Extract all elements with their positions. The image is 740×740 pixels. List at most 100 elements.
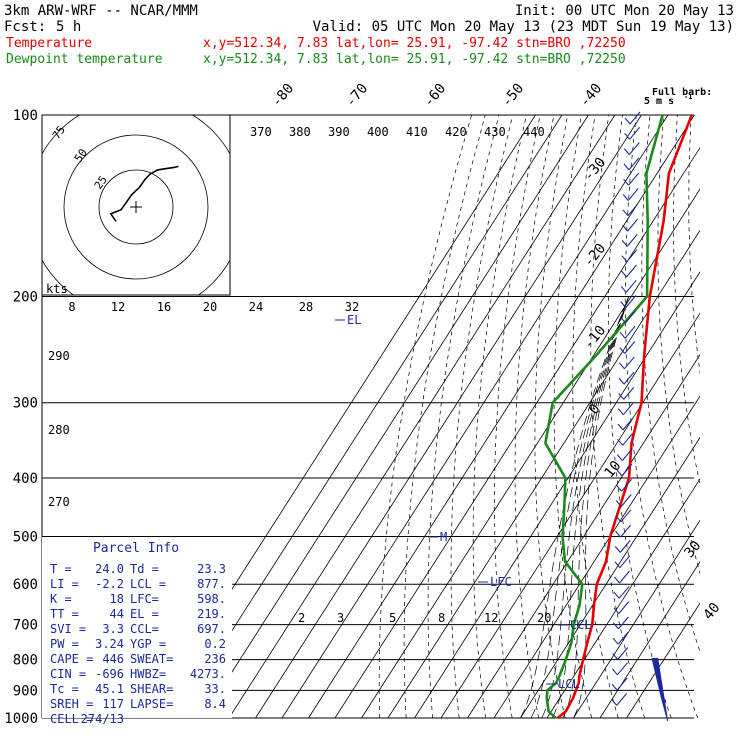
wind-barb-flag [614, 576, 620, 584]
parcel-value: 44 [110, 607, 124, 621]
parcel-value: 697. [197, 622, 226, 636]
wind-barb-staff [623, 387, 635, 400]
wind-barb-flag [615, 530, 621, 538]
parcel-key: SHEAR= [130, 682, 173, 696]
parcel-info: Parcel Info T = 24.0 Td = 23.3 LI = -2.2 LCL = 8… [42, 537, 232, 726]
parcel-value: 236 [204, 652, 226, 666]
wind-barb-flag [611, 683, 618, 691]
dry-adiabat [673, 115, 700, 487]
parcel-value: 3.3 [102, 622, 124, 636]
wind-barb-staff [626, 264, 637, 278]
parcel-key: CIN = [50, 667, 86, 681]
parcel-value: 117 [102, 697, 124, 711]
pressure-label: 600 [13, 577, 38, 593]
hodograph-ring-label: 25 [92, 173, 110, 191]
pressure-label: 900 [13, 683, 38, 699]
parcel-key: Td = [130, 562, 159, 576]
level-annotation: EL [347, 313, 361, 327]
parcel-key: CELL = [50, 712, 93, 726]
dry-adiabat [534, 115, 568, 718]
isotherm-line [414, 271, 700, 718]
wind-barb-flag [613, 591, 620, 599]
dry-adiabat [657, 115, 700, 575]
moist-adiabat [573, 296, 629, 718]
parcel-value: 3.24 [95, 637, 124, 651]
isotherm-line [334, 146, 700, 718]
theta-label: 400 [367, 125, 389, 139]
wind-barb-flag [620, 316, 626, 324]
parcel-value: -696 [95, 667, 124, 681]
wind-barb-staff [628, 142, 640, 155]
wind-barb-flag [617, 438, 624, 446]
wind-barb-flag [617, 423, 624, 431]
wind-barb-flag [623, 163, 630, 171]
wind-barb-flag [615, 500, 622, 507]
isotherm-line [281, 115, 669, 718]
parcel-value: 446 [102, 652, 124, 666]
pressure-label: 200 [13, 290, 38, 306]
wind-barb-flag [613, 622, 619, 630]
wind-barb-staff [619, 570, 630, 584]
parcel-key: HWBZ= [130, 667, 166, 681]
wind-barb-staff [622, 417, 634, 431]
wind-barb-staff [619, 555, 631, 569]
speed-label: 24 [249, 300, 263, 314]
hodograph-trace [109, 165, 179, 222]
wind-barb-flag [620, 301, 627, 308]
wind-barb-staff [626, 249, 638, 263]
theta-label: 380 [289, 125, 311, 139]
wind-barb-flag [616, 484, 623, 492]
wind-barb-flag [618, 393, 625, 400]
wind-barb-flag [618, 362, 625, 370]
pressure-label: 400 [13, 471, 38, 487]
parcel-value: -2.2 [95, 577, 124, 591]
wind-barb-flag [611, 699, 618, 706]
theta-left-label: 290 [48, 349, 70, 363]
init-time: Init: 00 UTC Mon 20 May 13 [515, 3, 734, 19]
theta-label: 420 [445, 125, 467, 139]
wind-barb-staff [620, 509, 632, 523]
pressure-label: 1000 [4, 711, 38, 727]
hodograph-rings [42, 115, 230, 295]
speed-label: 8 [68, 300, 75, 314]
theta-label: 410 [406, 125, 428, 139]
wind-barb-staff [629, 111, 641, 125]
isotherm-line [175, 115, 563, 718]
wind-barb-staff [619, 540, 631, 553]
mixing-ratio-label: 8 [438, 611, 445, 625]
dry-adiabats [378, 115, 740, 718]
wind-barb-staff [625, 279, 637, 293]
moist-adiabat [530, 296, 629, 718]
forecast-label: Fcst: [4, 19, 46, 35]
parcel-key: LAPSE= [130, 697, 173, 711]
forecast-value: 5 h [56, 19, 81, 35]
level-annotation: M [440, 530, 447, 544]
level-annotation: CCL [570, 618, 592, 632]
parcel-value: 4273. [190, 667, 226, 681]
wind-barb-staff [622, 402, 634, 416]
parcel-key: PW = [50, 637, 79, 651]
parcel-key: SREH = [50, 697, 93, 711]
parcel-key: SWEAT= [130, 652, 173, 666]
parcel-key: LFC= [130, 592, 159, 606]
dry-adiabat [514, 115, 555, 718]
wind-barb-staff [617, 647, 629, 660]
wind-barb-staff [616, 693, 628, 706]
dry-adiabat [607, 115, 672, 718]
wind-barb-staff [628, 172, 640, 186]
wind-barb-staff [623, 371, 635, 385]
dry-adiabat [472, 115, 527, 718]
wind-barb-staff [621, 478, 633, 492]
wind-barb-flag [621, 240, 628, 247]
parcel-key: YGP = [130, 637, 166, 651]
wind-barb-staff [628, 157, 640, 171]
dewpoint-label: Dewpoint temperature [6, 52, 163, 67]
pressure-label: 700 [13, 618, 38, 634]
wind-barb-flag [624, 132, 631, 140]
wind-barb-flag [614, 546, 621, 553]
isotherm-label: -40 [577, 81, 606, 111]
isotherm-line [202, 115, 589, 718]
dry-adiabat [718, 115, 740, 718]
